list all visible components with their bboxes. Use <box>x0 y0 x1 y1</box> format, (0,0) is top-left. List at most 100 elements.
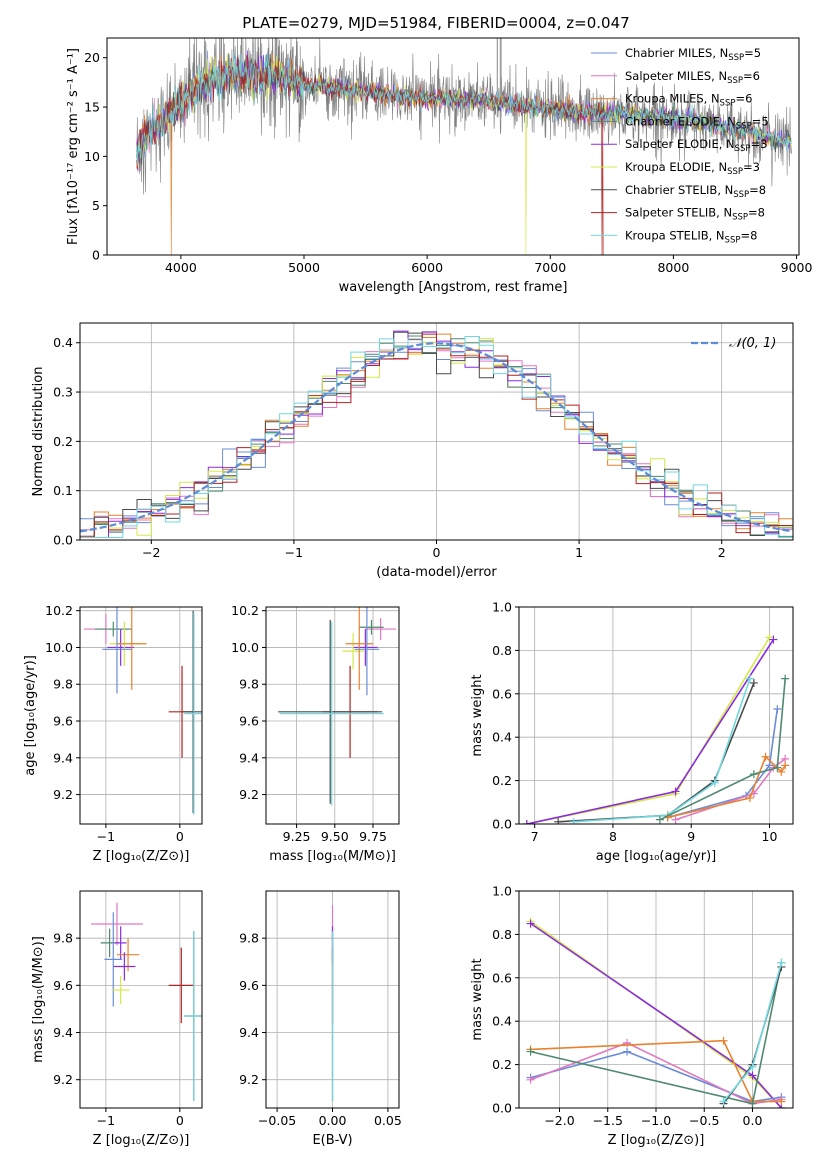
x-tick-label: −2.0 <box>544 1113 574 1128</box>
legend-main: Chabrier MILES, N <box>625 46 728 60</box>
series-line-chabrier_miles <box>530 1050 782 1103</box>
axes-frame <box>79 890 203 1109</box>
series-marker-kroupa_stelib <box>745 674 754 683</box>
x-tick-label: 0.0 <box>743 1113 763 1128</box>
series-marker-kroupa_stelib <box>748 1062 757 1071</box>
data-point-kroupa_miles <box>116 607 147 690</box>
x-tick-label: −0.5 <box>689 1113 719 1128</box>
x-tick-label: 0.00 <box>319 1113 347 1128</box>
legend-entry-kroupa_stelib: Kroupa STELIB, NSSP=8 <box>625 228 757 245</box>
y-axis-label: age [log₁₀(age/yr)] <box>23 655 38 776</box>
x-tick-label: −1.0 <box>641 1113 671 1128</box>
series-marker-chabrier_miles <box>623 1047 632 1056</box>
x-tick-label: 0 <box>176 1113 184 1128</box>
y-tick-label: 0.4 <box>53 335 73 350</box>
data-point-chabrier_miles <box>104 912 123 1007</box>
plot-area-age_vs_Z <box>83 607 202 815</box>
legend-entry-salpeter_elodie: Salpeter ELODIE, NSSP=3 <box>625 137 768 154</box>
y-tick-label: 0.4 <box>492 730 512 745</box>
y-tick-label: 9.2 <box>239 787 259 802</box>
legend-sub: SSP <box>733 190 749 200</box>
legend-tail: =8 <box>749 183 766 197</box>
y-tick-label: 9.8 <box>53 931 73 946</box>
series-line-kroupa_stelib <box>573 678 751 823</box>
legend-sub: SSP <box>736 121 752 131</box>
series-marker-salpeter_miles <box>526 1075 535 1084</box>
legend-sub: SSP <box>728 53 744 63</box>
legend-main: Kroupa MILES, N <box>625 92 720 106</box>
model-spectrum-chabrier_elodie <box>136 53 792 164</box>
legend-tail: =6 <box>743 69 760 83</box>
series-marker-kroupa_stelib <box>719 1097 728 1106</box>
y-tick-label: 0.2 <box>492 773 512 788</box>
series-marker-chabrier_miles <box>773 704 782 713</box>
series-marker-kroupa_miles <box>761 752 770 761</box>
x-tick-label: 4000 <box>165 260 197 275</box>
series-marker-kroupa_miles <box>781 761 790 770</box>
series-marker-chabrier_elodie <box>655 815 664 824</box>
y-tick-label: 9.4 <box>53 750 73 765</box>
y-tick-label: 10.0 <box>45 640 73 655</box>
legend-tail: =3 <box>743 160 760 174</box>
x-tick-label: 1 <box>575 545 583 560</box>
y-tick-label: 9.4 <box>53 1025 73 1040</box>
x-tick-label: 0 <box>176 829 184 844</box>
data-point-chabrier_stelib <box>278 619 383 804</box>
legend-entry-chabrier_miles: Chabrier MILES, NSSP=5 <box>625 46 761 63</box>
plot-area-age_vs_mass <box>278 607 396 806</box>
y-tick-label: 9.8 <box>239 931 259 946</box>
x-tick-label: 5000 <box>288 260 320 275</box>
series-line-salpeter_elodie <box>526 639 775 824</box>
plot-area-massweight_vs_Z <box>526 917 786 1108</box>
y-tick-label: 9.6 <box>239 978 259 993</box>
x-tick-label: −1.5 <box>593 1113 623 1128</box>
legend-sub: SSP <box>725 235 741 245</box>
x-tick-label: 0.05 <box>374 1113 402 1128</box>
series-marker-kroupa_stelib <box>777 958 786 967</box>
data-point-salpeter_elodie <box>113 952 136 981</box>
series-line-chabrier_elodie <box>659 678 786 821</box>
data-point-chabrier_stelib <box>182 610 202 813</box>
series-marker-salpeter_elodie <box>671 787 680 796</box>
y-tick-label: 9.6 <box>239 714 259 729</box>
x-tick-label: 0 <box>433 545 441 560</box>
data-point-salpeter_stelib <box>168 947 194 1024</box>
series-marker-kroupa_stelib <box>710 778 719 787</box>
plot-area-mass_vs_Z <box>91 902 202 1101</box>
y-tick-label: 15 <box>84 100 100 115</box>
legend-entry-chabrier_stelib: Chabrier STELIB, NSSP=8 <box>625 183 766 200</box>
x-axis-label: (data-model)/error <box>376 565 497 580</box>
panel-massweight_vs_Z: −2.0 −1.5 −1.0 −0.5 0.0 0.0 0.2 0.4 0.6 0.8 1.0 Z [… <box>470 884 794 1148</box>
panel-massweight_vs_age: 7 8 9 10 0.0 0.2 0.4 0.6 0.8 1.0 age [log₁₀(age/yr… <box>470 600 794 864</box>
legend-main: Salpeter ELODIE, N <box>625 137 735 151</box>
y-tick-label: 9.4 <box>239 1025 259 1040</box>
y-tick-label: 9.8 <box>53 677 73 692</box>
y-tick-label: 10 <box>84 149 100 164</box>
series-marker-salpeter_elodie <box>769 635 778 644</box>
legend-entry-kroupa_miles: Kroupa MILES, NSSP=6 <box>625 92 752 109</box>
y-axis-label: mass weight <box>470 674 485 756</box>
legend-entry-salpeter_miles: Salpeter MILES, NSSP=6 <box>625 69 760 86</box>
figure-title: PLATE=0279, MJD=51984, FIBERID=0004, z=0… <box>242 14 629 32</box>
histogram-chabrier_stelib <box>80 331 793 538</box>
legend-entry-gaussian: 𝒩(0, 1) <box>729 336 776 351</box>
series-marker-chabrier_elodie <box>781 674 790 683</box>
series-marker-kroupa_miles <box>777 1097 786 1106</box>
legend-main: Chabrier STELIB, N <box>625 183 733 197</box>
x-axis-label: Z [log₁₀(Z/Z⊙)] <box>608 1133 705 1148</box>
x-axis-label: mass [log₁₀(M/M⊙)] <box>269 849 396 864</box>
data-point-chabrier_miles <box>102 607 132 694</box>
panel-residuals: −2 −1 0 1 2 0.0 0.1 0.2 0.3 0.4 (data-model)/error… <box>31 322 794 580</box>
data-point-chabrier_elodie <box>94 621 132 637</box>
data-point-kroupa_elodie <box>342 632 364 670</box>
x-tick-label: −2 <box>142 545 160 560</box>
series-marker-chabrier_elodie <box>526 1047 535 1056</box>
series-marker-kroupa_miles <box>777 767 786 776</box>
x-tick-label: −1 <box>285 545 303 560</box>
legend-tail: =5 <box>752 114 769 128</box>
histogram-salpeter_stelib <box>80 333 793 537</box>
axes-frame <box>106 37 800 256</box>
y-tick-label: 0 <box>92 248 100 263</box>
series-marker-chabrier_stelib <box>749 678 758 687</box>
gaussian-curve <box>80 342 791 533</box>
